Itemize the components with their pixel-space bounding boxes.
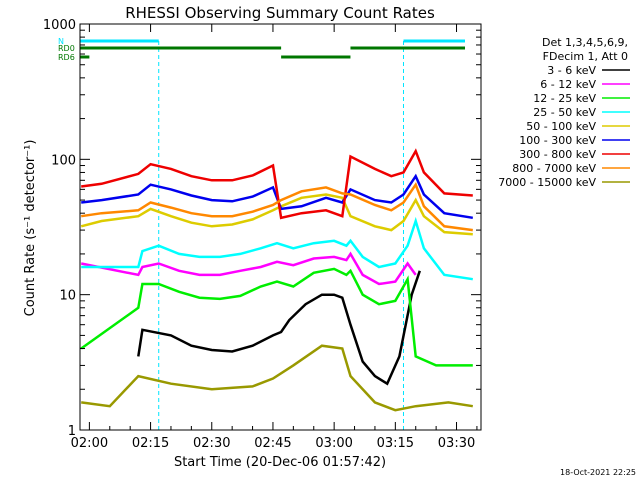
legend-label-1: 6 - 12 keV [540,78,596,91]
x-tick-label-4: 03:00 [315,436,352,451]
legend-label-0: 3 - 6 keV [547,64,596,77]
series-line-3 [81,216,473,281]
series-line-2 [80,267,473,367]
legend-header-1: FDecim 1, Att 0 [543,50,628,63]
x-tick-label-3: 02:45 [254,436,291,451]
flag-label-2: RD6 [58,53,75,62]
y-tick-label-2: 100 [51,153,76,168]
legend-header-0: Det 1,3,4,5,6,9, [542,36,628,49]
series-line-0 [137,270,421,386]
y-axis: 1 10 100 1000 [43,18,481,439]
legend-label-3: 25 - 50 keV [533,106,596,119]
plot-frame [79,23,482,431]
legend-label-5: 100 - 300 keV [519,134,596,147]
series-line-7 [81,182,473,232]
x-tick-label-2: 02:30 [193,436,230,451]
x-axis: 02:00 02:15 02:30 02:45 03:00 03:15 03:30 [71,24,478,451]
series-line-1 [80,251,417,286]
x-tick-label-0: 02:00 [71,436,108,451]
x-tick-label-5: 03:15 [377,436,414,451]
data-series-group [80,148,473,412]
legend-label-4: 50 - 100 keV [526,120,596,133]
series-line-6 [81,148,473,220]
x-tick-label-6: 03:30 [438,436,475,451]
series-line-5 [81,173,473,220]
flag-label-0: N [58,37,64,46]
y-tick-label-3: 1000 [43,18,76,33]
x-axis-label: Start Time (20-Dec-06 01:57:42) [174,455,386,470]
y-tick-label-0: 1 [68,424,76,439]
legend-label-2: 12 - 25 keV [533,92,596,105]
chart-title: RHESSI Observing Summary Count Rates [125,4,435,22]
y-axis-label: Count Rate (s⁻¹ detector⁻¹) [23,140,38,317]
flag-label-1: RD0 [58,44,75,53]
series-line-4 [80,193,473,236]
legend-label-7: 800 - 7000 keV [512,162,596,175]
x-tick-label-1: 02:15 [132,436,169,451]
legend-label-6: 300 - 800 keV [519,148,596,161]
generation-timestamp: 18-Oct-2021 22:25 [560,468,636,477]
legend-label-8: 7000 - 15000 keV [498,176,596,189]
series-line-8 [81,344,473,412]
legend: Det 1,3,4,5,6,9,FDecim 1, Att 03 - 6 keV… [498,36,630,189]
y-tick-label-1: 10 [59,289,76,304]
